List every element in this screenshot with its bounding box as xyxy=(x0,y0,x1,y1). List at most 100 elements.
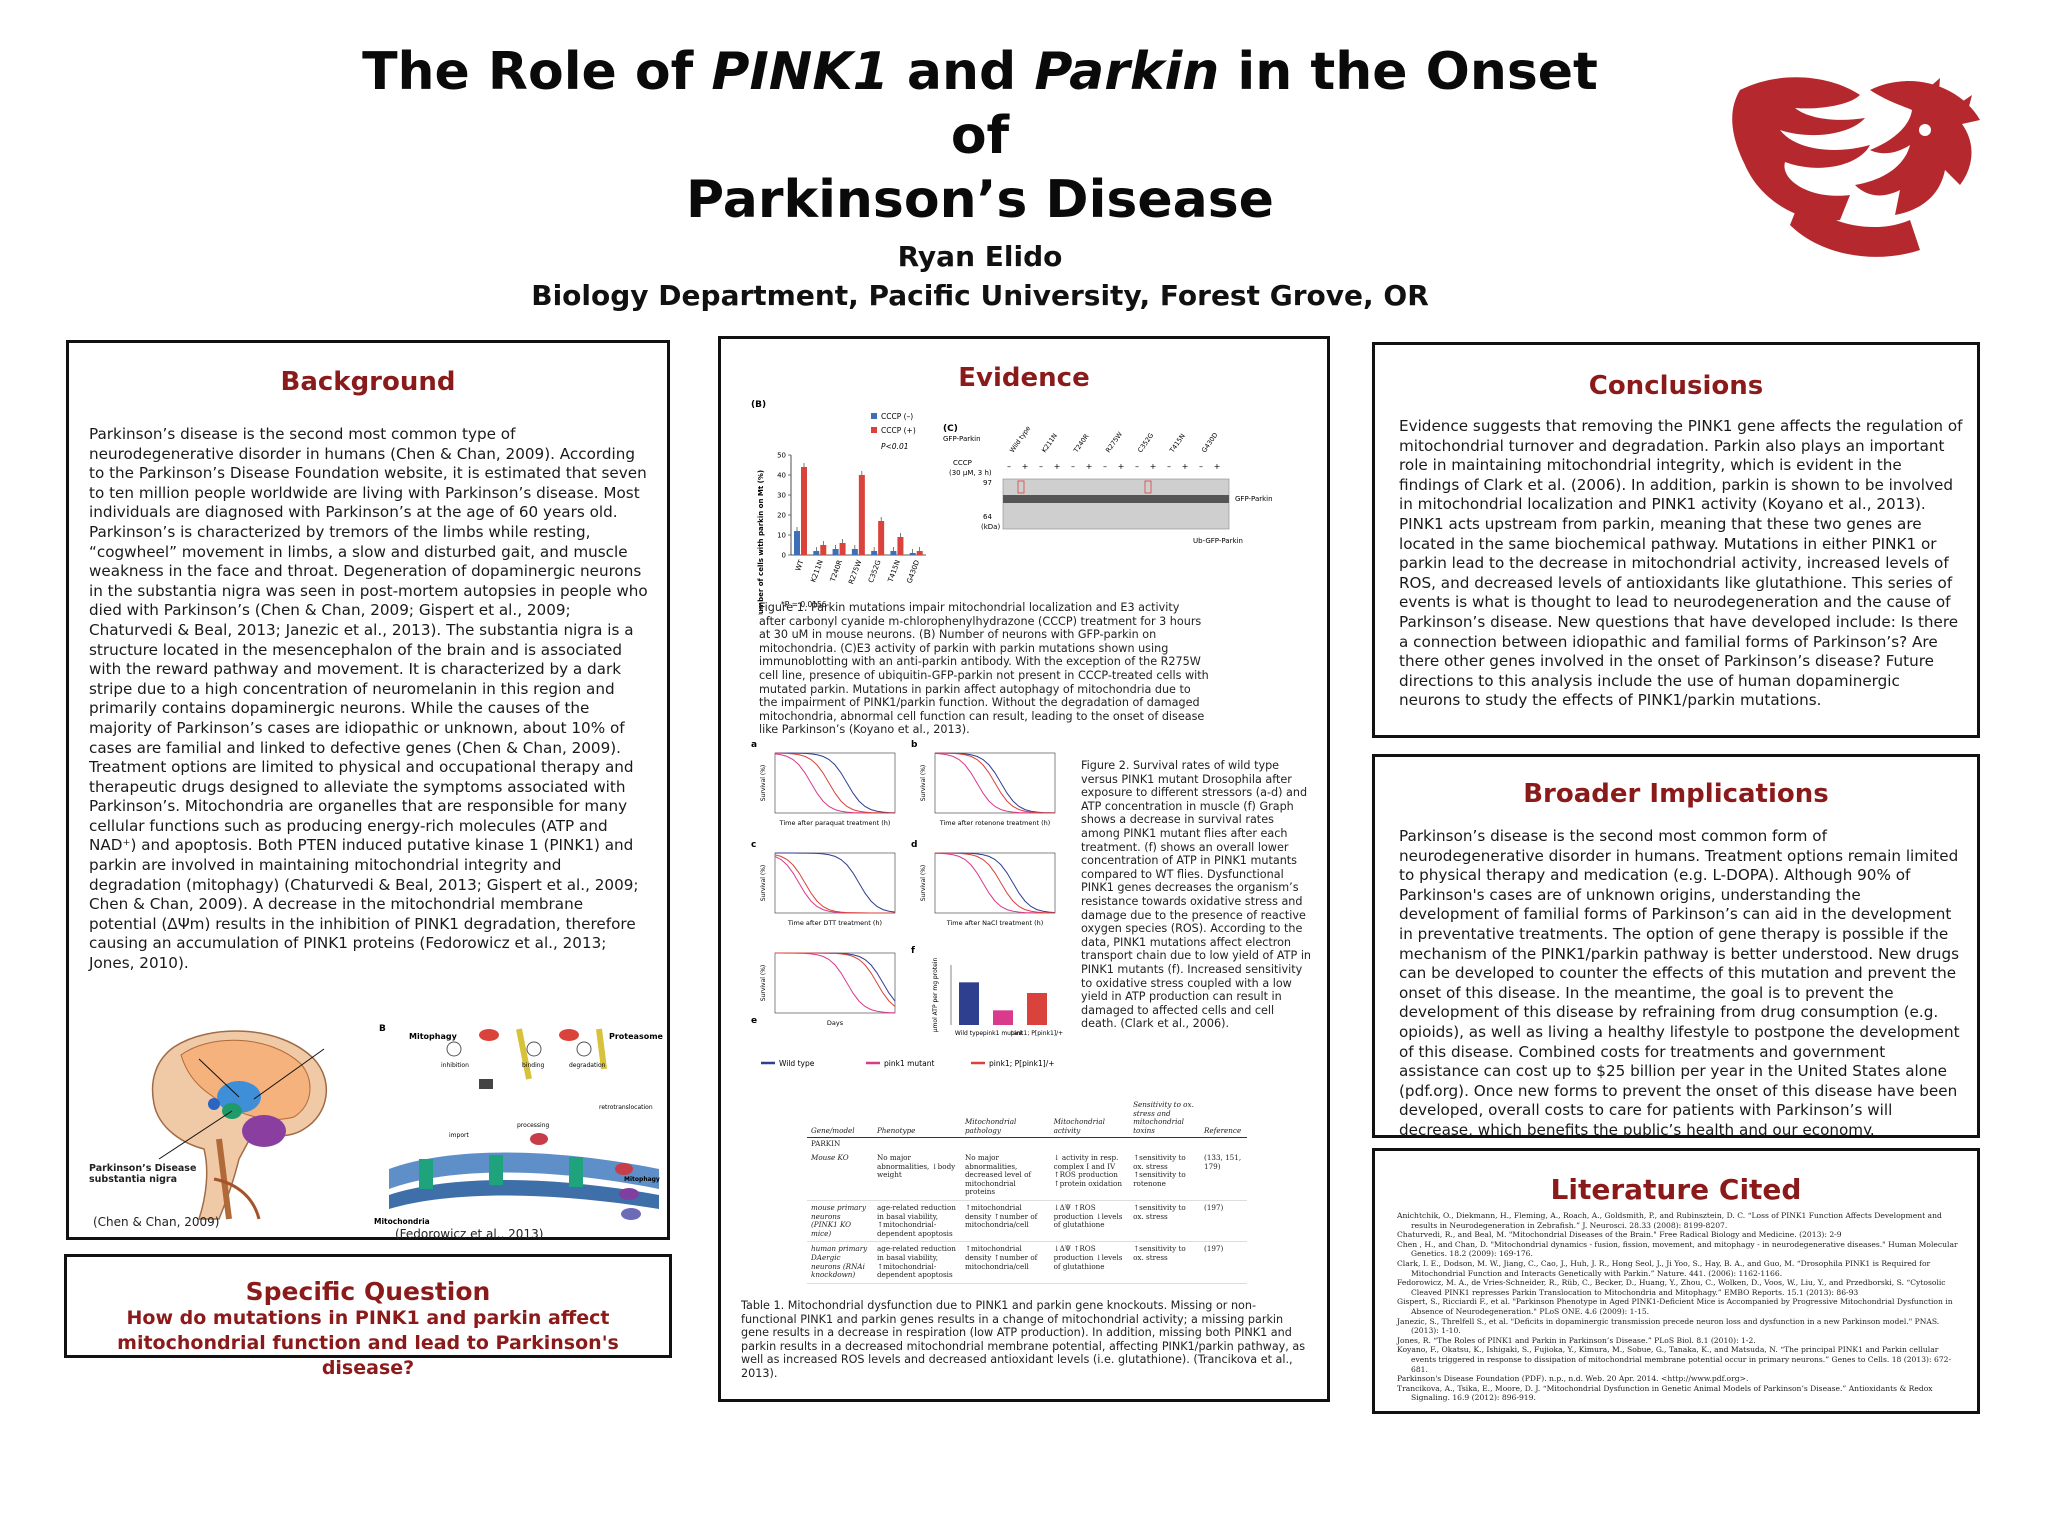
fig2-survival-line xyxy=(775,852,896,913)
fig1b-legend-minus: CCCP (–) xyxy=(881,412,913,421)
table1-header-cell: Mitochondrial activity xyxy=(1049,1099,1130,1139)
fig1b-ytick-label: 0 xyxy=(782,552,786,560)
fig2-survival-line xyxy=(775,952,896,1007)
fig1c-sign: – xyxy=(1103,462,1107,471)
fig1b-ytick-label: 10 xyxy=(777,532,786,540)
svg-text:e: e xyxy=(751,1016,757,1026)
evidence-heading: Evidence xyxy=(958,363,1090,393)
table1-cell: age-related reduction in basal viability… xyxy=(872,1241,961,1284)
fig1b-xlabel: WT xyxy=(794,558,806,572)
list-item: Janezic, S., Threlfell S., et al. "Defic… xyxy=(1397,1316,1940,1336)
fig1c-lane-label: R275W xyxy=(1104,430,1124,454)
mito-citation: (Fedorowicz et al., 2013) xyxy=(395,1227,544,1241)
fig2-axes xyxy=(934,752,1056,814)
table1-cell: ↑sensitivity to ox. stress xyxy=(1129,1200,1201,1243)
table1-caption: Table 1. Mitochondrial dysfunction due t… xyxy=(741,1299,1306,1380)
fig2f-xlabel: Wild type xyxy=(955,1030,984,1037)
table1: Gene/model Phenotype Mitochondrial patholo… xyxy=(807,1099,1247,1329)
table1-cell: Mouse KO xyxy=(807,1150,873,1201)
poster-header: The Role of PINK1 and Parkin in the Onse… xyxy=(330,40,1630,312)
fig1b-ytick-label: 20 xyxy=(777,512,786,520)
broader-text: Parkinson’s disease is the second most c… xyxy=(1399,827,1960,1139)
table1-cell: ↓ activity in resp. complex I and IV ↑RO… xyxy=(1049,1150,1130,1201)
table1-cell: mouse primary neurons (PINK1 KO mice) xyxy=(807,1200,873,1243)
figure2-caption: Figure 2. Survival rates of wild type ve… xyxy=(1081,759,1312,1031)
table1-cell: ↑mitochondrial density ↑number of mitoch… xyxy=(960,1200,1050,1243)
poster-author: Ryan Elido xyxy=(897,240,1063,273)
fig1b-xlabel: C352G xyxy=(867,559,883,584)
table1-header-cell: Reference xyxy=(1200,1099,1247,1139)
fig2-panel-label: c xyxy=(751,840,756,850)
table1-cell: ↑sensitivity to ox. stress ↑sensitivity … xyxy=(1129,1150,1201,1201)
fig2-axes xyxy=(774,852,896,914)
fig1c-lane-label: Wild type xyxy=(1008,424,1032,454)
fig2-legend-label: Wild type xyxy=(779,1059,815,1068)
fig1b-bar xyxy=(897,537,904,555)
fig1c-sign: + xyxy=(1022,462,1029,471)
fig2-survival-line xyxy=(935,752,1055,814)
table1-cell: No major abnormalities, ↓body weight xyxy=(872,1150,961,1201)
svg-text:Mitophagy: Mitophagy xyxy=(409,1032,458,1041)
fig2-ylabel: Survival (%) xyxy=(760,865,767,901)
poster-department: Biology Department, Pacific University, … xyxy=(531,279,1429,312)
svg-text:(kDa): (kDa) xyxy=(981,523,1000,531)
list-item: Clark, I. E., Dodson, M. W., Jiang, C., … xyxy=(1397,1258,1931,1278)
fig1b-bar xyxy=(813,551,820,555)
fig2-panel-label: b xyxy=(911,740,918,750)
specific-question-text: How do mutations in PINK1 and parkin aff… xyxy=(117,1307,619,1379)
fig1b-ytick-label: 50 xyxy=(777,452,786,460)
background-text: Parkinson’s disease is the second most c… xyxy=(89,425,648,973)
brain-citation: (Chen & Chan, 2009) xyxy=(93,1215,220,1229)
fig1b-ytick-label: 40 xyxy=(777,472,786,480)
fig2f-bar xyxy=(959,982,979,1025)
list-item: Parkinson's Disease Foundation (PDF). n.… xyxy=(1397,1374,1749,1384)
fig2-ylabel: Survival (%) xyxy=(760,765,767,801)
fig1b-xlabel: K211N xyxy=(809,559,824,584)
fig2-ylabel: Survival (%) xyxy=(920,865,927,901)
fig2-survival-line xyxy=(774,753,895,814)
fig1b-bar xyxy=(820,545,827,555)
table1-header-row: Gene/model Phenotype Mitochondrial patholo… xyxy=(807,1099,1247,1139)
fig2-ylabel: Survival (%) xyxy=(920,765,927,801)
table1-header-cell: Gene/model xyxy=(807,1099,873,1139)
svg-text:(30 μM, 3 h): (30 μM, 3 h) xyxy=(949,469,992,477)
fig2-xlabel: Time after rotenone treatment (h) xyxy=(939,819,1051,827)
fig2-xlabel: Time after paraquat treatment (h) xyxy=(779,819,891,827)
svg-text:(C): (C) xyxy=(943,424,958,434)
brain-label: Parkinson’s Disease substantia nigra xyxy=(89,1163,197,1185)
fig1b-bar xyxy=(794,531,800,555)
fig1c-lane-label: T415N xyxy=(1168,432,1187,455)
svg-text:binding: binding xyxy=(522,1062,545,1069)
figure1c-immunoblot: (C) GFP-Parkin Wild type K211N T240R R275W C… xyxy=(943,424,1273,545)
list-item: Gispert, S., Ricciardi F., et al. "Parki… xyxy=(1397,1297,1953,1316)
table1-cell: ↑sensitivity to ox. stress xyxy=(1129,1241,1201,1284)
fig2-survival-line xyxy=(935,852,1056,914)
fig1c-lane-label: C352G xyxy=(1136,432,1155,455)
fig1c-lane-label: K211N xyxy=(1040,432,1059,454)
svg-text:processing: processing xyxy=(517,1122,550,1129)
fig2-survival-line xyxy=(775,952,896,1002)
fig2f-ylabel: μmol ATP per mg protein xyxy=(932,958,939,1033)
fig1c-sign: + xyxy=(1150,462,1157,471)
background-panel: Background Parkinson’s disease is the se… xyxy=(66,340,670,1241)
fig2-axes xyxy=(934,852,1056,914)
mitophagy-figure: B Mitophagy Proteasome inhibition bindin… xyxy=(374,1024,664,1226)
svg-text:Mitophagy: Mitophagy xyxy=(624,1176,660,1183)
svg-text:degradation: degradation xyxy=(569,1062,606,1069)
table1-header-cell: Sensitivity to ox. stress and mitochondr… xyxy=(1129,1099,1201,1139)
specific-question-heading: Specific Question xyxy=(245,1277,491,1306)
table1-grid: Gene/model Phenotype Mitochondrial patholo… xyxy=(807,1099,1247,1284)
table1-cell: ↑mitochondrial density ↑number of mitoch… xyxy=(960,1241,1050,1284)
fig1c-sign: + xyxy=(1214,462,1221,471)
literature-panel: Literature Cited Anichtchik, O., Diekman… xyxy=(1372,1148,1980,1414)
list-item: Trancikova, A., Tsika, E., Moore, D. J. … xyxy=(1397,1383,1933,1403)
fig2-xlabel: Time after NaCl treatment (h) xyxy=(946,919,1044,927)
fig2-legend-label: pink1 mutant xyxy=(884,1059,934,1068)
fig1b-xlabel: T240R xyxy=(829,559,845,584)
fig1b-ytick-label: 30 xyxy=(777,492,786,500)
list-item: Koyano, F., Okatsu, K., Ishigaki, S., Fu… xyxy=(1397,1345,1952,1374)
fig1b-bar xyxy=(878,521,885,555)
table1-cell: (197) xyxy=(1200,1241,1247,1284)
table1-cell: age-related reduction in basal viability… xyxy=(872,1200,961,1243)
svg-text:GFP-Parkin: GFP-Parkin xyxy=(943,435,981,443)
